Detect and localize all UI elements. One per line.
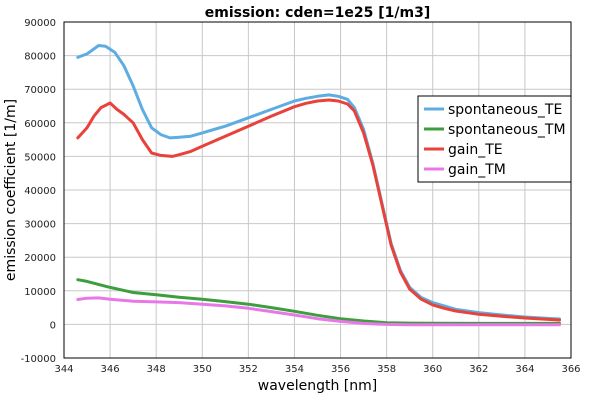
y-tick-label: 90000 [24,18,56,29]
y-tick-label: -10000 [21,354,56,365]
y-tick-label: 80000 [24,52,56,63]
plot-frame [63,21,572,359]
legend: spontaneous_TE spontaneous_TM gain_TE gain_… [417,95,572,183]
series-line-spontaneous-tm [76,278,561,325]
x-tick-label: 362 [469,364,488,375]
y-axis-title: emission coefficient [1/m] [3,99,19,281]
legend-label-spontaneous-te: spontaneous_TE [448,102,562,118]
series-line-gain-tm [76,296,561,327]
y-axis-ticks: -10000 0 10000 20000 30000 40000 50000 60000 700… [21,18,56,365]
legend-label-gain-te: gain_TE [448,142,503,158]
x-tick-label: 364 [515,364,534,375]
x-tick-label: 352 [239,364,258,375]
x-tick-label: 354 [285,364,304,375]
series-line-spontaneous-te [76,44,561,321]
y-tick-label: 20000 [24,253,56,264]
y-tick-label: 30000 [24,220,56,231]
x-tick-label: 360 [423,364,442,375]
y-tick-label: 10000 [24,287,56,298]
x-tick-label: 350 [193,364,212,375]
x-tick-label: 358 [377,364,396,375]
legend-label-spontaneous-tm: spontaneous_TM [448,122,566,138]
legend-label-gain-tm: gain_TM [448,162,506,178]
x-tick-label: 366 [561,364,580,375]
x-tick-label: 348 [147,364,166,375]
grid [63,21,572,359]
series-lines [76,44,561,327]
series-line-gain-te [76,98,561,322]
x-tick-label: 346 [101,364,120,375]
x-tick-label: 344 [54,364,73,375]
y-tick-label: 70000 [24,85,56,96]
chart-title: emission: cden=1e25 [1/m3] [205,5,431,21]
y-tick-label: 0 [50,320,56,331]
y-tick-label: 50000 [24,152,56,163]
y-tick-label: 40000 [24,186,56,197]
legend-items: spontaneous_TE spontaneous_TM gain_TE gain_… [424,102,566,178]
y-tick-label: 60000 [24,119,56,130]
x-axis-title: wavelength [nm] [258,378,377,394]
x-axis-ticks: 344 346 348 350 352 354 356 358 360 362 364 366 [54,364,580,375]
x-tick-label: 356 [331,364,350,375]
